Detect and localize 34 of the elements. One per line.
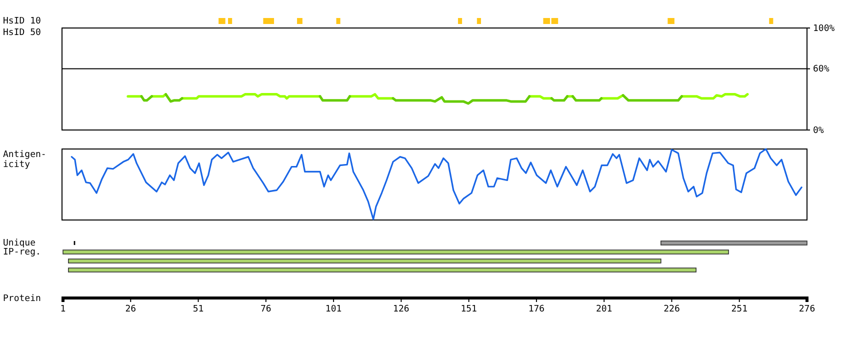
- bar: [68, 268, 696, 272]
- bar: [660, 240, 808, 246]
- bar: [68, 258, 662, 264]
- bar: [476, 18, 481, 24]
- y-axis-title: HsID 50: [3, 28, 41, 38]
- x-tick-label: 76: [260, 304, 272, 314]
- bar: [336, 18, 340, 24]
- bar: [458, 18, 462, 24]
- bar: [297, 18, 302, 24]
- bar: [668, 18, 674, 24]
- x-tick-label: 26: [125, 304, 136, 314]
- bar: [769, 18, 774, 24]
- x-tick-label: 51: [192, 304, 204, 314]
- x-tick-label: 1: [60, 304, 66, 314]
- bar: [228, 18, 232, 24]
- bar: [62, 250, 729, 254]
- y-tick-label: 0%: [813, 126, 824, 136]
- x-tick-label: 251: [731, 304, 748, 314]
- y-tick-label: IP-reg.: [3, 247, 41, 258]
- x-tick-label: 201: [596, 304, 612, 314]
- bar: [263, 18, 274, 24]
- y-axis-title: Antigen- icity: [3, 150, 46, 170]
- y-tick-label: Unique: [3, 238, 36, 248]
- x-tick-label: 126: [393, 304, 410, 314]
- x-axis-title: Protein: [3, 294, 41, 304]
- x-tick-label: 226: [664, 304, 680, 314]
- y-tick-label: 100%: [813, 24, 836, 34]
- bar: [218, 18, 226, 24]
- y-tick-label: 60%: [813, 64, 830, 75]
- x-tick-label: 176: [528, 304, 545, 314]
- x-tick-label: 101: [325, 304, 342, 314]
- x-tick-label: 276: [798, 304, 816, 314]
- x-tick-label: 151: [460, 304, 477, 314]
- y-tick-label: HsID 10: [3, 16, 41, 26]
